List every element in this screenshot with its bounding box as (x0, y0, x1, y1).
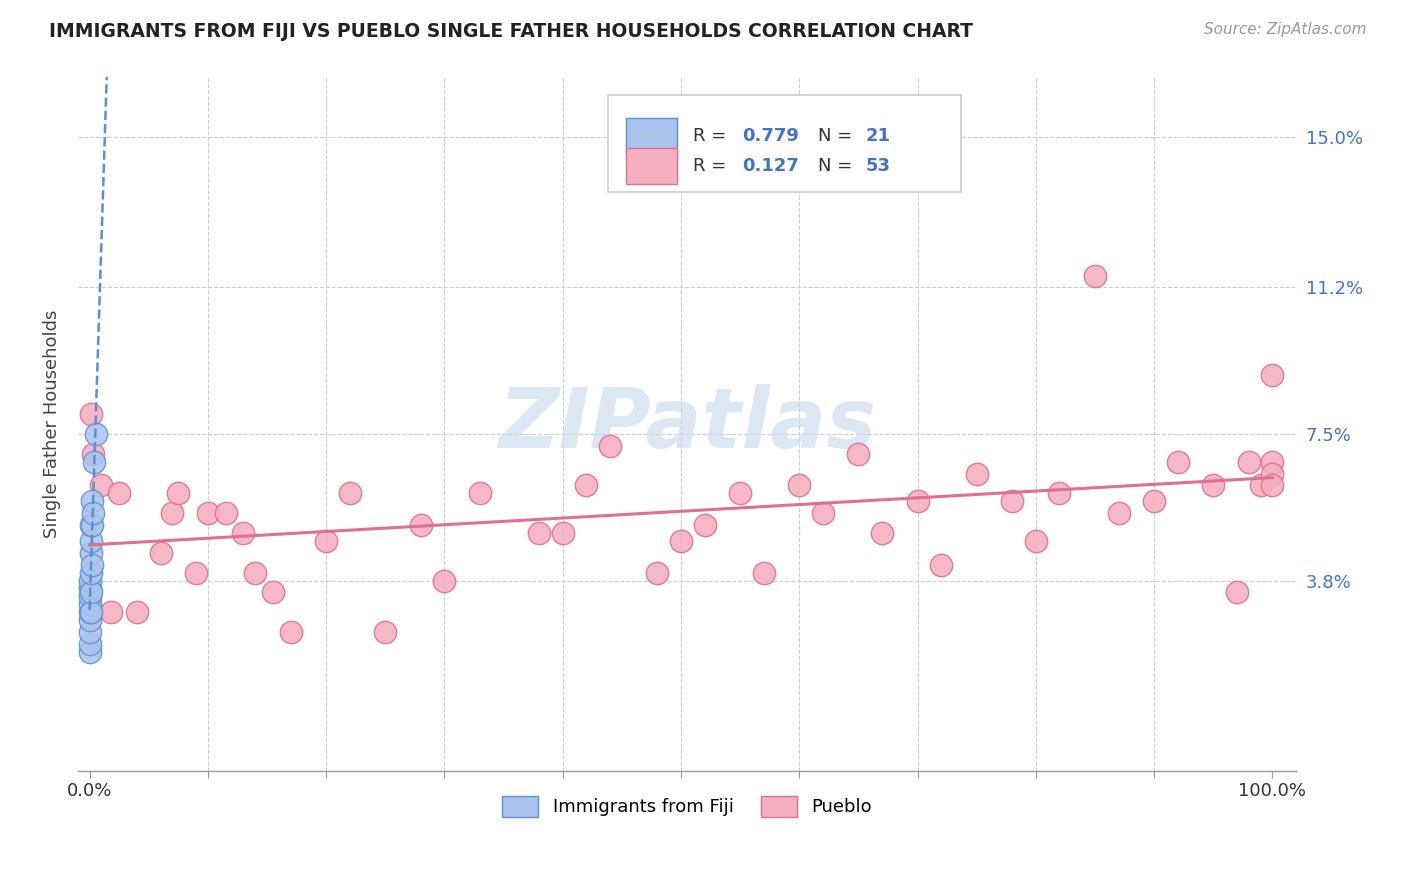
Point (811, 506, 834, 520)
Point (1261, 467, 1284, 481)
Point (1250, 478, 1272, 492)
Text: R =: R = (693, 127, 733, 145)
Point (468, 486, 491, 500)
Text: 0.127: 0.127 (742, 157, 799, 175)
Point (79, 605, 101, 619)
Text: 21: 21 (866, 127, 891, 145)
Point (1108, 506, 1130, 520)
Point (409, 518, 432, 533)
Text: R =: R = (693, 157, 733, 175)
Text: ZIPatlas: ZIPatlas (498, 384, 876, 465)
Point (80, 566, 103, 580)
Point (80, 546, 103, 560)
Text: Source: ZipAtlas.com: Source: ZipAtlas.com (1204, 22, 1367, 37)
Point (149, 546, 172, 560)
Point (79, 645, 101, 659)
Point (966, 467, 988, 481)
Point (80, 558, 103, 572)
Point (1202, 478, 1225, 492)
Point (787, 478, 810, 492)
Point (197, 506, 219, 520)
Point (280, 625, 302, 640)
Point (125, 605, 148, 619)
Point (100, 605, 122, 619)
Point (1261, 478, 1284, 492)
Point (1261, 368, 1284, 382)
Point (214, 506, 236, 520)
Point (82, 447, 104, 461)
Point (82, 506, 104, 520)
Point (245, 566, 267, 580)
Point (1025, 533, 1047, 548)
Text: 53: 53 (866, 157, 891, 175)
Point (599, 439, 621, 453)
Point (870, 526, 893, 541)
Point (162, 506, 184, 520)
Point (1237, 455, 1260, 469)
Point (167, 486, 190, 500)
Point (80, 585, 103, 599)
Point (433, 574, 456, 588)
Point (90, 478, 112, 492)
Point (575, 478, 598, 492)
Point (80, 533, 103, 548)
Point (184, 566, 207, 580)
FancyBboxPatch shape (626, 118, 678, 154)
Point (79, 597, 101, 611)
Point (315, 533, 337, 548)
Point (669, 533, 692, 548)
Point (80, 518, 103, 533)
Point (1226, 585, 1249, 599)
Point (339, 486, 361, 500)
Text: N =: N = (818, 127, 859, 145)
Point (527, 526, 550, 541)
Point (1143, 494, 1166, 508)
Point (1084, 268, 1107, 283)
FancyBboxPatch shape (607, 95, 962, 192)
Point (108, 486, 131, 500)
Point (848, 447, 870, 461)
Point (262, 585, 284, 599)
Text: N =: N = (818, 157, 859, 175)
Point (374, 625, 396, 640)
Point (647, 566, 669, 580)
Point (79, 574, 101, 588)
Legend: Immigrants from Fiji, Pueblo: Immigrants from Fiji, Pueblo (495, 789, 879, 824)
Point (79, 625, 101, 640)
Point (929, 558, 952, 572)
Point (1261, 455, 1284, 469)
Y-axis label: Single Father Households: Single Father Households (44, 310, 60, 538)
Point (79, 582, 101, 596)
Point (693, 518, 716, 533)
FancyBboxPatch shape (626, 148, 678, 184)
Point (80, 494, 103, 508)
Point (752, 566, 775, 580)
Text: 0.779: 0.779 (742, 127, 799, 145)
Point (83, 455, 105, 469)
Point (80, 518, 103, 533)
Point (1049, 486, 1071, 500)
Point (1001, 494, 1024, 508)
Point (79, 590, 101, 604)
Point (79, 637, 101, 651)
Point (80, 605, 103, 619)
Point (907, 494, 929, 508)
Point (551, 526, 574, 541)
Point (232, 526, 254, 541)
Point (1167, 455, 1189, 469)
Point (79, 613, 101, 627)
Point (728, 486, 751, 500)
Text: IMMIGRANTS FROM FIJI VS PUEBLO SINGLE FATHER HOUSEHOLDS CORRELATION CHART: IMMIGRANTS FROM FIJI VS PUEBLO SINGLE FA… (49, 22, 973, 41)
Point (84, 427, 107, 442)
Point (80, 407, 103, 421)
